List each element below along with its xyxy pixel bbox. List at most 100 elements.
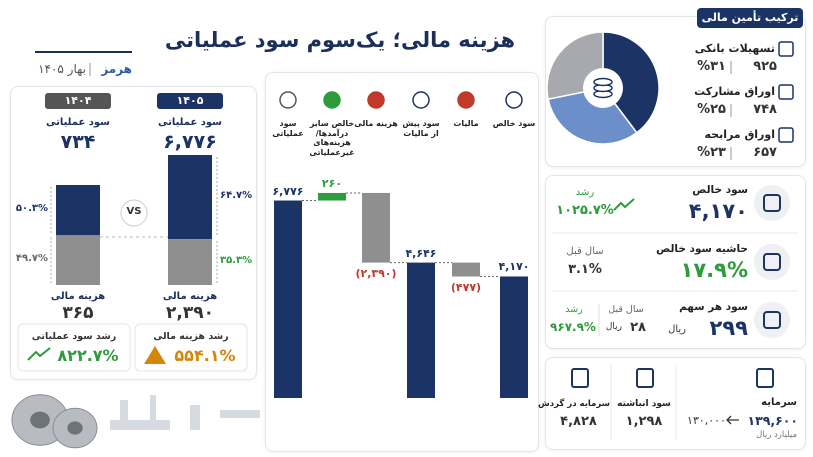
kpi-side-value: ۳.۱% xyxy=(568,262,602,277)
pie-value: ۶۵۷ xyxy=(753,145,777,160)
kpi-icon-bg xyxy=(754,244,790,280)
vs-circle xyxy=(120,199,148,227)
pie-category: اوراق مرابحه xyxy=(704,128,775,141)
top-label: سود عملیاتی xyxy=(157,117,223,128)
kpi-icon xyxy=(763,194,781,212)
item-icon xyxy=(778,84,794,100)
retained-label: سود انباشته xyxy=(617,399,671,409)
category-label: سود عملیاتی xyxy=(272,119,304,138)
top-value: ۷۳۴ xyxy=(60,131,96,153)
segment-label: ۵۰.۳% xyxy=(15,203,48,215)
warning-icon xyxy=(144,346,166,364)
stack-segment xyxy=(168,239,212,285)
coin-icon xyxy=(593,77,613,87)
bottom-value: ۳۶۵ xyxy=(62,303,94,323)
year-pill xyxy=(45,93,111,109)
eps-prev-unit: ریال xyxy=(605,322,622,332)
company: هرمز xyxy=(101,62,132,76)
vs: VS xyxy=(126,206,142,217)
working-value: ۴,۸۲۸ xyxy=(560,414,597,429)
top-label: سود عملیاتی xyxy=(45,117,111,128)
growth-box xyxy=(17,323,131,372)
pie-title: ترکیب تأمین مالی xyxy=(701,11,799,24)
item-icon xyxy=(778,41,794,57)
waterfall-bar xyxy=(407,262,435,398)
waterfall-bar xyxy=(452,262,480,277)
capital-unit: میلیارد ریال xyxy=(756,430,797,440)
retained-value: ۱,۲۹۸ xyxy=(625,414,663,429)
value-label: (۲,۳۹۰) xyxy=(355,266,397,280)
pie-slice xyxy=(602,31,660,134)
category-icon xyxy=(323,91,341,109)
eps-label: سود هر سهم xyxy=(679,301,748,313)
value-label: (۴۷۷) xyxy=(450,280,482,294)
waterfall-bar xyxy=(318,192,346,201)
coil-core xyxy=(30,411,50,429)
capital-from: ۱۳۰,۰۰۰ xyxy=(687,414,726,427)
category-label: سود پیش از مالیات xyxy=(402,119,440,138)
category-label: سود خالص xyxy=(492,119,536,128)
value-label: ۶,۷۷۶ xyxy=(272,184,304,198)
eps-growth-label: رشد xyxy=(565,304,583,315)
top-value: ۶,۷۷۶ xyxy=(163,131,217,153)
category-icon xyxy=(279,91,297,109)
segment-label: ۴۹.۷% xyxy=(15,253,48,265)
skyline xyxy=(220,410,260,418)
category-icon xyxy=(505,91,523,109)
growth-arrow xyxy=(27,347,51,361)
waterfall-bar xyxy=(362,192,390,263)
kpi-icon xyxy=(763,253,781,271)
skyline xyxy=(190,405,200,430)
kpi-icon-bg xyxy=(754,302,790,338)
value-label: ۲۶۰ xyxy=(321,176,343,190)
pie-value: ۹۲۵ xyxy=(753,59,777,74)
capital-arrow xyxy=(726,415,739,425)
eps-value: ۲۹۹ xyxy=(709,316,748,340)
stack-segment xyxy=(168,155,212,240)
category-icon xyxy=(412,91,430,109)
working-label: سرمایه در گردش xyxy=(538,399,610,409)
category-icon xyxy=(367,91,385,109)
stack-segment xyxy=(56,235,100,285)
stack-segment xyxy=(56,185,100,236)
pie-share: %۲۵ xyxy=(697,102,726,117)
coil-core xyxy=(67,421,83,435)
pie-slice xyxy=(547,87,638,145)
year: ۱۴۰۵ xyxy=(176,94,204,107)
capital-icon xyxy=(756,368,774,388)
pie-value: ۷۴۸ xyxy=(753,102,777,117)
waterfall-card xyxy=(265,72,539,452)
skyline xyxy=(110,420,170,430)
kpi-label: سود خالص xyxy=(692,184,748,196)
capital-to: ۱۳۹,۶۰۰ xyxy=(747,413,798,428)
kpi-value: ۱۷.۹% xyxy=(680,258,748,282)
growth-arrow xyxy=(613,198,635,211)
waterfall-bar xyxy=(274,200,302,398)
kpi-icon xyxy=(763,311,781,329)
bottom-label: هزینه مالی xyxy=(50,291,106,302)
title-tab xyxy=(697,8,803,28)
year: ۱۴۰۴ xyxy=(64,94,92,107)
value-label: ۴,۱۷۰ xyxy=(498,260,530,274)
title: هزینه مالی؛ یک‌سوم سود عملیاتی xyxy=(164,28,516,52)
capital-label: سرمایه xyxy=(761,397,797,408)
bottom-value: ۲,۳۹۰ xyxy=(166,303,214,323)
growth-value: ۵۵۴.۱% xyxy=(174,346,236,365)
kpi-side-label: سال قبل xyxy=(566,246,604,257)
eps-unit: ریال xyxy=(668,324,686,335)
pie-share: %۲۳ xyxy=(697,145,726,160)
bottom-label: هزینه مالی xyxy=(162,291,218,302)
kpi-side-label: رشد xyxy=(575,187,595,198)
kpi-value: ۴,۱۷۰ xyxy=(688,199,748,223)
segment-label: ۶۴.۷% xyxy=(220,190,253,202)
pie-share: %۳۱ xyxy=(697,59,726,74)
capital-icon xyxy=(636,368,654,388)
segment-label: ۳۵.۳% xyxy=(220,255,253,267)
waterfall-bar xyxy=(500,276,528,398)
growth-label: رشد هزینه مالی xyxy=(153,331,229,342)
eps-prev-label: سال قبل xyxy=(608,304,644,315)
capital-icon xyxy=(571,368,589,388)
growth-value: ۸۲۲.۷% xyxy=(57,346,119,365)
